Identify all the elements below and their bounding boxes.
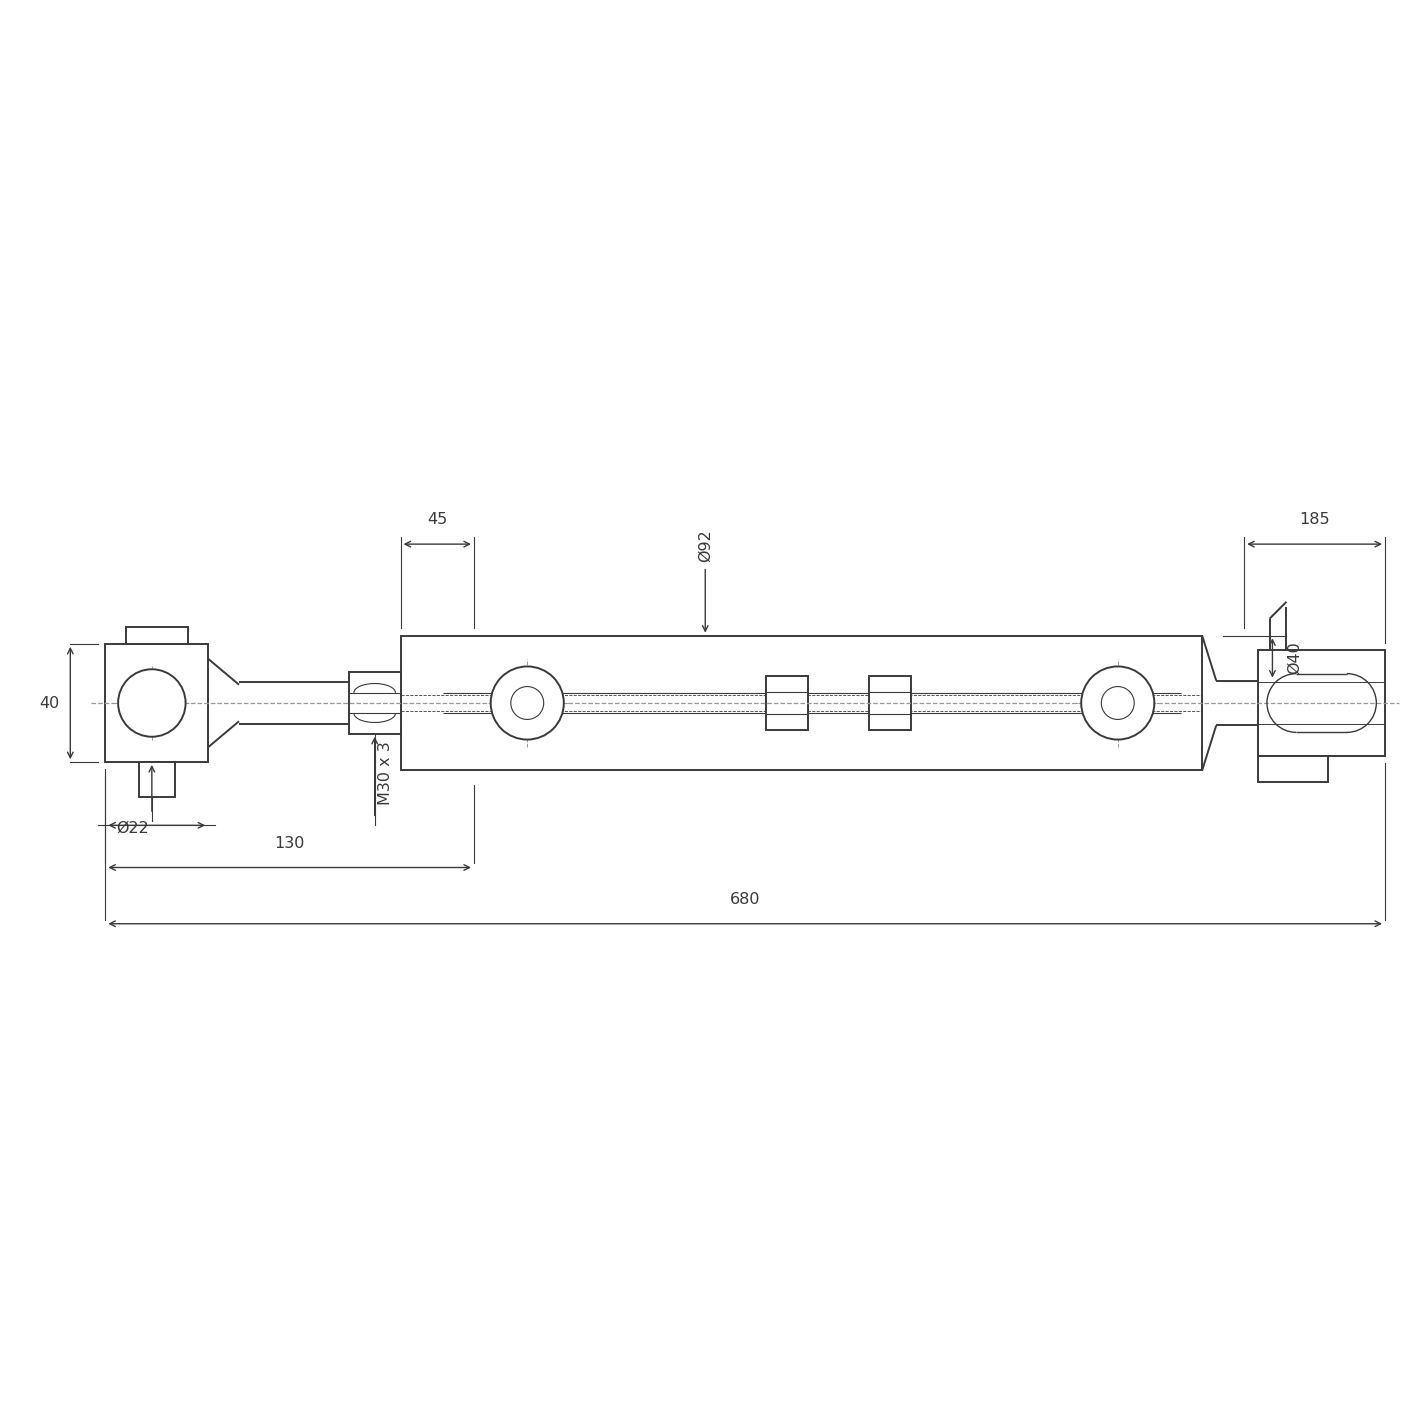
Text: Ø92: Ø92 xyxy=(697,530,713,562)
Text: Ø40: Ø40 xyxy=(1286,641,1302,675)
Circle shape xyxy=(491,666,564,740)
Circle shape xyxy=(1081,666,1154,740)
Bar xyxy=(401,636,1202,770)
Text: 185: 185 xyxy=(1299,512,1330,527)
Bar xyxy=(349,672,401,734)
Text: 680: 680 xyxy=(730,891,761,907)
Circle shape xyxy=(1101,686,1135,720)
Text: M30 x 3: M30 x 3 xyxy=(378,741,394,804)
Circle shape xyxy=(118,669,186,737)
Bar xyxy=(105,644,208,762)
Text: Ø22: Ø22 xyxy=(117,821,149,837)
Bar xyxy=(127,627,187,644)
Bar xyxy=(869,676,911,730)
Bar xyxy=(139,762,174,797)
Text: 45: 45 xyxy=(427,512,447,527)
Text: 40: 40 xyxy=(39,696,59,710)
Circle shape xyxy=(510,686,544,720)
Text: 130: 130 xyxy=(274,835,305,851)
Bar xyxy=(1258,650,1385,756)
Bar xyxy=(766,676,808,730)
Bar xyxy=(1258,756,1329,782)
